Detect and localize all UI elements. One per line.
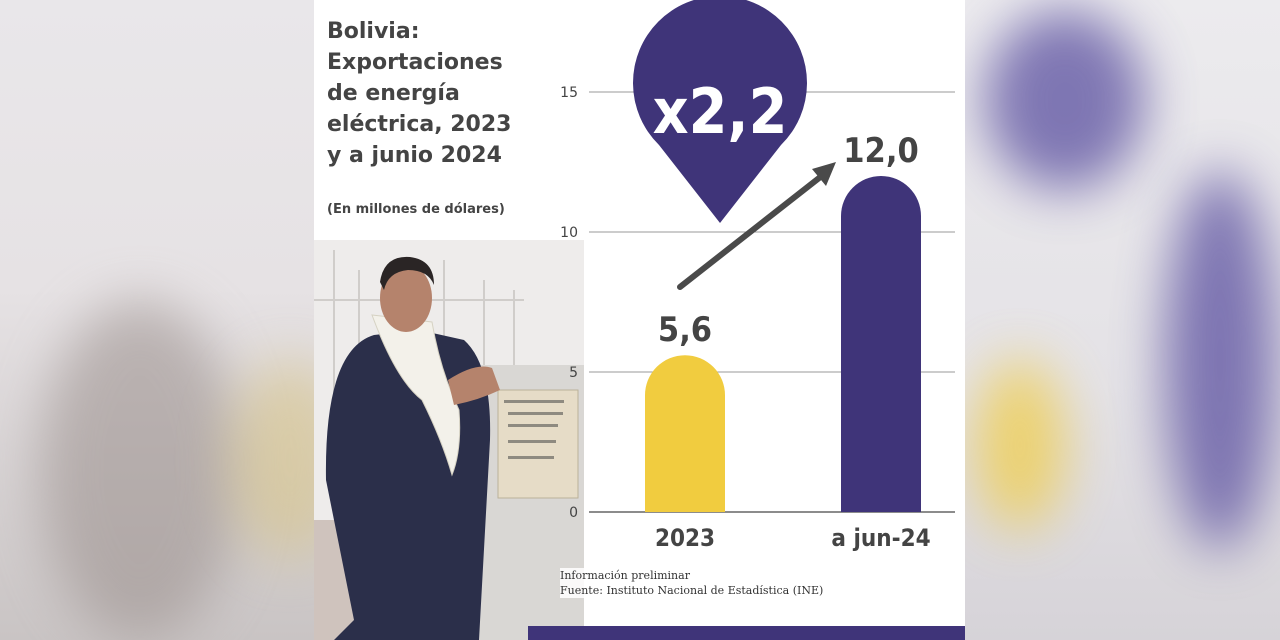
president-photo — [314, 240, 584, 640]
background-left — [0, 0, 314, 640]
title-line: Exportaciones — [327, 50, 503, 75]
arrow-head — [812, 162, 836, 186]
y-tick-label: 0 — [569, 505, 578, 521]
arrow-line — [677, 168, 831, 290]
y-tick-label: 10 — [560, 225, 578, 241]
data-label: 5,6 — [658, 310, 712, 350]
note-preliminary: Información preliminar — [560, 569, 690, 582]
background-right — [965, 0, 1280, 640]
badge-text: x2,2 — [653, 75, 788, 148]
chart-title: Bolivia: Exportaciones de energía eléctr… — [327, 16, 567, 171]
y-tick-label: 5 — [569, 365, 578, 381]
chart-subtitle: (En millones de dólares) — [327, 202, 505, 217]
title-line: de energía — [327, 81, 460, 106]
title-line: y a junio 2024 — [327, 143, 502, 168]
bar-chart: 0 5 10 15 5,6 12,0 2023 a jun-24 x2,2 — [560, 0, 955, 552]
data-label: 12,0 — [843, 131, 918, 171]
x-tick-label: 2023 — [655, 524, 715, 552]
x-tick-label: a jun-24 — [831, 524, 930, 552]
bar — [841, 176, 921, 512]
y-tick-label: 15 — [560, 85, 578, 101]
source-note: Información preliminar Fuente: Instituto… — [560, 568, 828, 598]
title-line: Bolivia: — [327, 19, 420, 44]
bottom-accent-bar — [528, 626, 965, 640]
bar — [645, 355, 725, 512]
infographic-card: Bolivia: Exportaciones de energía eléctr… — [314, 0, 965, 640]
note-source: Fuente: Instituto Nacional de Estadístic… — [560, 584, 824, 597]
badge-marker — [633, 0, 807, 223]
title-line: eléctrica, 2023 — [327, 112, 512, 137]
